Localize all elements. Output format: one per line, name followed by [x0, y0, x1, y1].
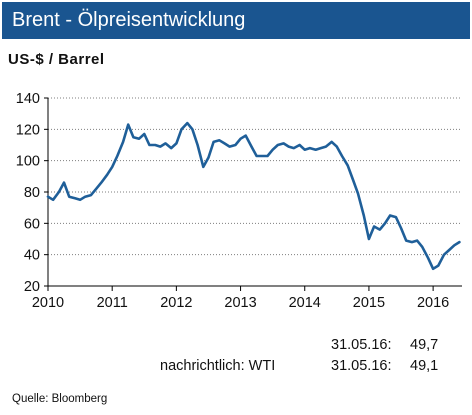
- unit-label: US-$ / Barrel: [8, 51, 105, 68]
- x-tick-label-2016: 2016: [417, 295, 449, 311]
- y-tick-label-20: 20: [24, 279, 40, 295]
- series-line-brent: [46, 121, 461, 271]
- x-tick-label-2012: 2012: [160, 295, 192, 311]
- x-tick-label-2011: 2011: [97, 295, 128, 311]
- x-tick-label-2014: 2014: [289, 295, 321, 311]
- x-tick-label-2010: 2010: [32, 295, 64, 311]
- source-note: Quelle: Bloomberg: [12, 393, 108, 405]
- chart-title: Brent - Ölpreisentwicklung: [12, 9, 246, 31]
- y-tick-label-80: 80: [24, 185, 40, 201]
- annotation-label-wti: nachrichtlich: WTI: [160, 358, 276, 374]
- y-tick-label-60: 60: [24, 216, 40, 232]
- annotation-date-brent: 31.05.16:: [331, 337, 392, 353]
- y-tick-label-140: 140: [16, 91, 40, 107]
- annotation-value-wti: 49,1: [410, 358, 439, 374]
- title-bar: Brent - Ölpreisentwicklung: [2, 2, 470, 39]
- annotation-date-wti: 31.05.16:: [331, 358, 392, 374]
- x-tick-label-2013: 2013: [224, 295, 256, 311]
- y-tick-label-40: 40: [24, 248, 40, 264]
- y-tick-label-120: 120: [16, 122, 40, 138]
- x-tick-label-2015: 2015: [353, 295, 385, 311]
- annotation-value-brent: 49,7: [410, 337, 439, 353]
- y-tick-label-100: 100: [16, 154, 40, 170]
